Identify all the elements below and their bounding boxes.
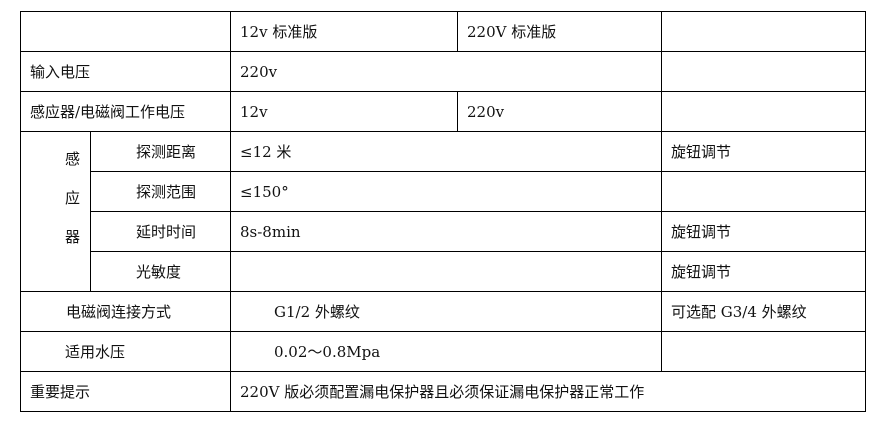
connection-value: G1/2 外螺纹 [230,291,662,332]
notice-value: 220V 版必须配置漏电保护器且必须保证漏电保护器正常工作 [230,371,866,412]
table-row: 探测范围 ≤150° [21,171,866,212]
pressure-note [661,331,866,372]
input-voltage-value: 220v [230,51,662,92]
sensor-group-label: 感 应 器 [20,131,91,292]
spec-table: 12v 标准版 220V 标准版 输入电压 220v 感应器/电磁阀工作电压 1… [20,11,866,412]
sensor-note [661,171,866,212]
empty-cell [20,11,231,52]
sensor-note: 旋钮调节 [661,131,866,172]
sensor-label: 延时时间 [90,211,231,252]
sensor-value: ≤150° [230,171,662,212]
work-voltage-220v: 220v [457,91,662,132]
table-row: 感 应 器 探测距离 ≤12 米 旋钮调节 [20,131,866,292]
table-row: 感应器/电磁阀工作电压 12v 220v [20,91,866,132]
sensor-label: 探测范围 [90,171,231,212]
sensor-char: 应 [64,189,80,207]
sensor-value: ≤12 米 [230,131,662,172]
table-row: 延时时间 8s-8min 旋钮调节 [21,211,866,252]
header-220v: 220V 标准版 [457,11,662,52]
empty-cell [661,51,866,92]
header-12v: 12v 标准版 [230,11,458,52]
connection-label: 电磁阀连接方式 [20,291,231,332]
pressure-value: 0.02～0.8Mpa [230,331,662,372]
empty-cell [661,11,866,52]
notice-label: 重要提示 [20,371,231,412]
sensor-char: 器 [64,228,80,246]
table-row: 输入电压 220v [20,51,866,92]
sensor-note: 旋钮调节 [661,211,866,252]
sensor-note: 旋钮调节 [661,251,866,292]
sensor-value [230,251,662,292]
table-row: 光敏度 旋钮调节 [21,251,866,292]
input-voltage-label: 输入电压 [20,51,231,92]
pressure-label: 适用水压 [20,331,231,372]
table-row: 适用水压 0.02～0.8Mpa [20,331,866,372]
connection-note: 可选配 G3/4 外螺纹 [661,291,866,332]
work-voltage-label: 感应器/电磁阀工作电压 [20,91,231,132]
sensor-char: 感 [64,150,80,168]
empty-cell [661,91,866,132]
table-row: 电磁阀连接方式 G1/2 外螺纹 可选配 G3/4 外螺纹 [20,291,866,332]
table-row: 重要提示 220V 版必须配置漏电保护器且必须保证漏电保护器正常工作 [20,371,866,412]
sensor-value: 8s-8min [230,211,662,252]
work-voltage-12v: 12v [230,91,458,132]
sensor-label: 光敏度 [90,251,231,292]
sensor-label: 探测距离 [90,131,231,172]
table-row: 12v 标准版 220V 标准版 [20,11,866,52]
